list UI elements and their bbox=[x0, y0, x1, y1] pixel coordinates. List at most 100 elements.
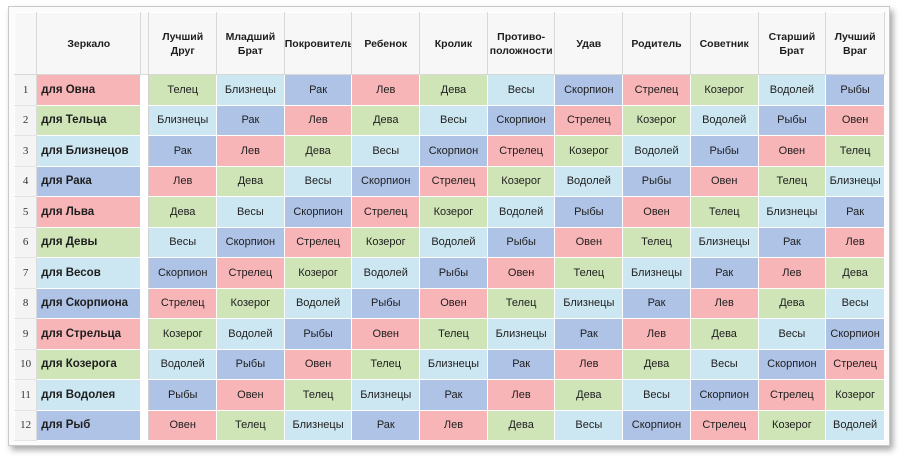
table-cell: Скорпион bbox=[486, 104, 556, 136]
table-cell: Водолей bbox=[554, 165, 624, 197]
table-cell: Рыбы bbox=[554, 196, 624, 228]
table-cell: Весы bbox=[148, 226, 218, 258]
row-gap bbox=[140, 74, 150, 106]
table-cell: Телец bbox=[216, 409, 285, 441]
table-cell: Скорпион bbox=[351, 165, 421, 197]
table-cell: Весы bbox=[486, 74, 556, 106]
table-cell: Дева bbox=[283, 135, 353, 167]
table-cell: Рак bbox=[419, 379, 488, 411]
table-cell: Козерог bbox=[486, 165, 556, 197]
table-cell: Телец bbox=[351, 348, 421, 380]
table-cell: Дева bbox=[554, 379, 624, 411]
table-cell: Рак bbox=[825, 196, 885, 228]
table-row: 5 для Льва Дева Весы Скорпион Стрелец Козерог В… bbox=[13, 196, 885, 228]
table-cell: Скорпион bbox=[216, 226, 285, 258]
header-row: Зеркало Лучший Друг Младший Брат Покрови… bbox=[13, 12, 885, 75]
table-cell: Водолей bbox=[351, 257, 421, 289]
table-cell: Весы bbox=[622, 379, 691, 411]
row-number: 2 bbox=[13, 104, 38, 136]
table-cell: Стрелец bbox=[148, 287, 218, 319]
table-cell: Овен bbox=[283, 348, 353, 380]
table-cell: Лев bbox=[689, 287, 759, 319]
row-number: 8 bbox=[13, 287, 38, 319]
table-cell: Рыбы bbox=[825, 74, 885, 106]
table-cell: Водолей bbox=[825, 409, 885, 441]
zodiac-mirror-table: Зеркало Лучший Друг Младший Брат Покрови… bbox=[13, 12, 885, 441]
table-cell: Овен bbox=[148, 409, 218, 441]
row-sign-label: для Стрельца bbox=[36, 318, 142, 350]
row-number: 6 bbox=[13, 226, 38, 258]
table-cell: Овен bbox=[419, 287, 488, 319]
row-gap bbox=[140, 165, 150, 197]
table-cell: Водолей bbox=[419, 226, 488, 258]
table-row: 9 для Стрельца Козерог Водолей Рыбы Овен Телец… bbox=[13, 318, 885, 350]
row-number: 4 bbox=[13, 165, 38, 197]
row-number: 9 bbox=[13, 318, 38, 350]
table-cell: Овен bbox=[689, 165, 759, 197]
table-cell: Скорпион bbox=[825, 318, 885, 350]
header-col: Лучший Друг bbox=[148, 12, 218, 75]
table-cell: Телец bbox=[148, 74, 218, 106]
row-sign-label: для Овна bbox=[36, 74, 142, 106]
table-cell: Телец bbox=[757, 165, 827, 197]
table-cell: Козерог bbox=[148, 318, 218, 350]
table-cell: Рыбы bbox=[419, 257, 488, 289]
table-cell: Водолей bbox=[622, 135, 691, 167]
row-sign-label: для Водолея bbox=[36, 379, 142, 411]
table-cell: Близнецы bbox=[351, 379, 421, 411]
table-cell: Лев bbox=[554, 348, 624, 380]
table-cell: Рыбы bbox=[622, 165, 691, 197]
table-cell: Весы bbox=[554, 409, 624, 441]
table-cell: Телец bbox=[825, 135, 885, 167]
table-cell: Козерог bbox=[757, 409, 827, 441]
table-cell: Рыбы bbox=[689, 135, 759, 167]
table-cell: Лев bbox=[216, 135, 285, 167]
table-cell: Рак bbox=[622, 287, 691, 319]
table-cell: Близнецы bbox=[622, 257, 691, 289]
row-number: 1 bbox=[13, 74, 38, 106]
header-col: Родитель bbox=[622, 12, 691, 75]
table-cell: Овен bbox=[622, 196, 691, 228]
table-cell: Козерог bbox=[689, 74, 759, 106]
header-col: Старший Брат bbox=[757, 12, 827, 75]
table-cell: Близнецы bbox=[554, 287, 624, 319]
table-cell: Дева bbox=[216, 165, 285, 197]
row-gap bbox=[140, 348, 150, 380]
row-sign-label: для Рака bbox=[36, 165, 142, 197]
header-col: Противо-положности bbox=[486, 12, 556, 75]
table-cell: Дева bbox=[825, 257, 885, 289]
table-cell: Телец bbox=[419, 318, 488, 350]
table-cell: Водолей bbox=[486, 196, 556, 228]
header-col: Младший Брат bbox=[216, 12, 285, 75]
table-cell: Рыбы bbox=[216, 348, 285, 380]
header-mirror: Зеркало bbox=[36, 12, 142, 75]
row-gap bbox=[140, 287, 150, 319]
table-cell: Стрелец bbox=[216, 257, 285, 289]
table-cell: Лев bbox=[283, 104, 353, 136]
table-cell: Телец bbox=[689, 196, 759, 228]
row-sign-label: для Тельца bbox=[36, 104, 142, 136]
row-gap bbox=[140, 318, 150, 350]
table-cell: Стрелец bbox=[419, 165, 488, 197]
row-sign-label: для Льва bbox=[36, 196, 142, 228]
row-number: 10 bbox=[13, 348, 38, 380]
table-cell: Стрелец bbox=[757, 379, 827, 411]
row-sign-label: для Рыб bbox=[36, 409, 142, 441]
table-cell: Весы bbox=[757, 318, 827, 350]
row-number: 3 bbox=[13, 135, 38, 167]
table-cell: Рак bbox=[148, 135, 218, 167]
row-gap bbox=[140, 135, 150, 167]
table-cell: Козерог bbox=[419, 196, 488, 228]
table-cell: Близнецы bbox=[486, 318, 556, 350]
table-row: 12 для Рыб Овен Телец Близнецы Рак Лев Дева Весы… bbox=[13, 409, 885, 441]
table-cell: Козерог bbox=[351, 226, 421, 258]
row-gap bbox=[140, 104, 150, 136]
table-cell: Стрелец bbox=[825, 348, 885, 380]
header-col: Кролик bbox=[419, 12, 488, 75]
table-row: 3 для Близнецов Рак Лев Дева Весы Скорпион Стре… bbox=[13, 135, 885, 167]
table-cell: Весы bbox=[283, 165, 353, 197]
row-gap bbox=[140, 379, 150, 411]
table-cell: Дева bbox=[486, 409, 556, 441]
header-col: Советник bbox=[689, 12, 759, 75]
header-gap bbox=[140, 12, 150, 75]
